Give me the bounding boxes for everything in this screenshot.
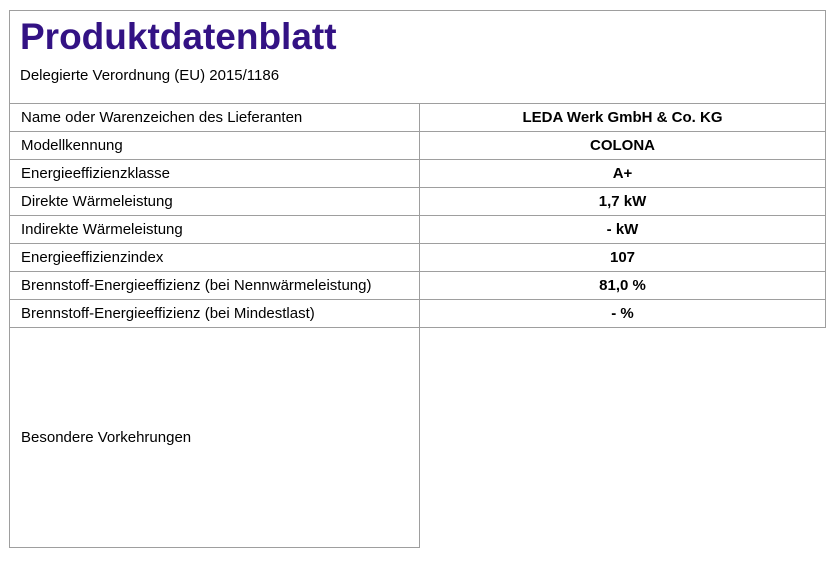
table-row: Energieeffizienzklasse A+ [10, 159, 825, 187]
row-label: Name oder Warenzeichen des Lieferanten [10, 104, 420, 131]
row-value: LEDA Werk GmbH & Co. KG [522, 109, 723, 126]
spec-table: Name oder Warenzeichen des Lieferanten L… [10, 103, 825, 327]
row-value: 107 [609, 249, 636, 266]
special-precautions-cell: Besondere Vorkehrungen [9, 328, 420, 548]
row-value: 81,0 % [599, 277, 646, 294]
row-value: - kW [606, 221, 639, 238]
table-row: Indirekte Wärmeleistung - kW [10, 215, 825, 243]
row-value: COLONA [590, 137, 655, 154]
table-row: Direkte Wärmeleistung 1,7 kW [10, 187, 825, 215]
spec-sheet-frame: Produktdatenblatt Delegierte Verordnung … [9, 10, 826, 328]
row-label: Besondere Vorkehrungen [21, 429, 192, 446]
document-header: Produktdatenblatt Delegierte Verordnung … [10, 11, 825, 103]
row-value: 1,7 kW [598, 193, 647, 210]
row-label: Indirekte Wärmeleistung [10, 216, 420, 243]
document-subtitle: Delegierte Verordnung (EU) 2015/1186 [20, 67, 280, 85]
row-label: Energieeffizienzklasse [10, 160, 420, 187]
page-title: Produktdatenblatt [20, 16, 337, 57]
table-row: Brennstoff-Energieeffizienz (bei Nennwär… [10, 271, 825, 299]
row-label: Modellkennung [10, 132, 420, 159]
row-label: Direkte Wärmeleistung [10, 188, 420, 215]
row-value: A+ [612, 165, 633, 182]
table-row: Modellkennung COLONA [10, 131, 825, 159]
row-value: - % [611, 305, 634, 322]
table-row: Name oder Warenzeichen des Lieferanten L… [10, 103, 825, 131]
row-label: Energieeffizienzindex [10, 244, 420, 271]
table-row: Energieeffizienzindex 107 [10, 243, 825, 271]
row-label: Brennstoff-Energieeffizienz (bei Nennwär… [10, 272, 420, 299]
row-label: Brennstoff-Energieeffizienz (bei Mindest… [10, 300, 420, 327]
table-row: Brennstoff-Energieeffizienz (bei Mindest… [10, 299, 825, 327]
